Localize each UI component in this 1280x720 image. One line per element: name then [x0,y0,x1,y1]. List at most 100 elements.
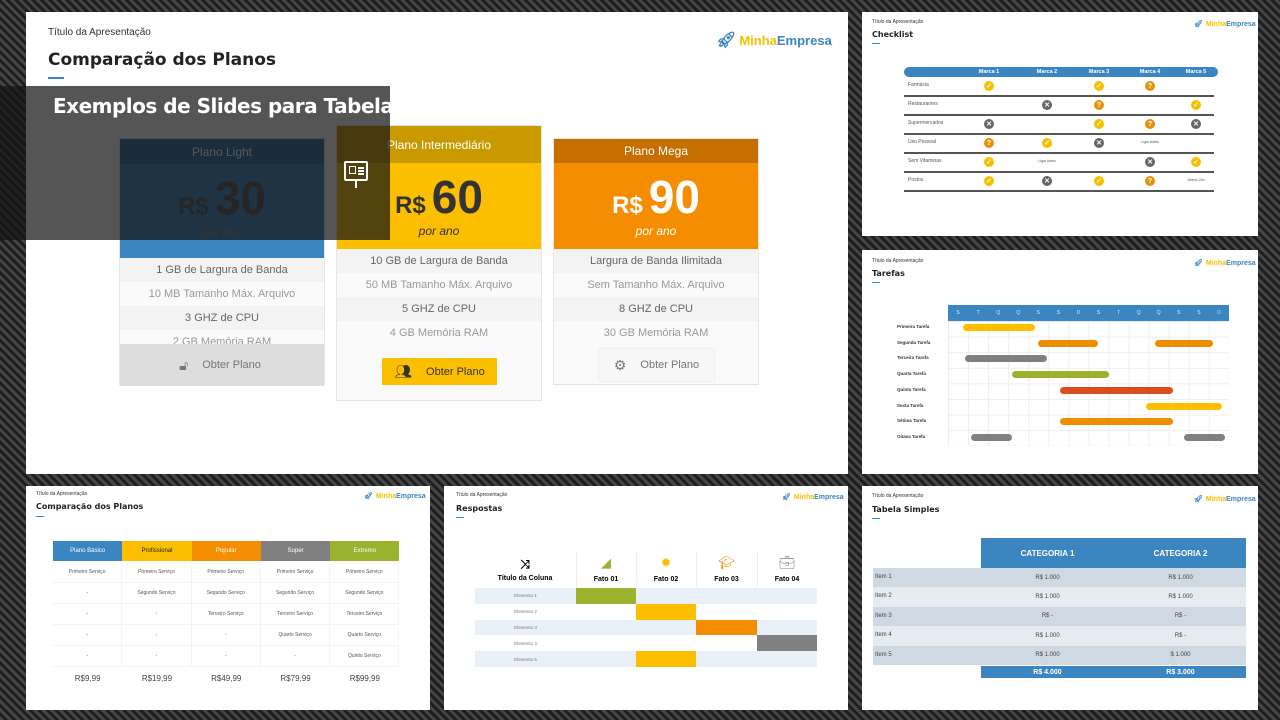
chart-icon: ◢ [601,555,611,570]
cell-note: Aberto 24h [1187,178,1205,182]
service-cell: Primeiro Serviço [260,562,331,583]
task-bar[interactable] [1060,418,1173,426]
slide-subtitle: Título da Apresentação [48,27,151,38]
cell-note: Ligar Antes [1141,140,1159,144]
logo-text-a: Minha [793,493,815,501]
column-header: Marca 3 [1088,69,1110,75]
totals-row [981,666,1246,678]
unlock-icon: 🔓︎ [179,356,189,373]
plan-feature: 10 MB Tamanho Máx. Arquivo [148,288,296,300]
check-icon: ✓ [1094,119,1104,129]
task-bar[interactable] [1060,386,1173,394]
task-bar[interactable] [963,324,1036,331]
task-bar[interactable] [1038,339,1098,347]
briefcase-icon: 💼︎ [778,555,796,570]
task-label: Quinta Tarefa [897,386,926,392]
task-bar[interactable] [971,433,1013,441]
plan-feature: 5 GHZ de CPU [337,297,541,321]
shuffle-icon: ⤨ [520,556,530,571]
get-plan-button[interactable]: ⚙ Obter Plano [599,349,714,381]
item-label: Item 4 [875,632,892,639]
slide-tabela-simples[interactable]: Título da Apresentação Tabela Simples 🚀︎… [862,486,1258,710]
task-label: Terceira Tarefa [897,355,929,361]
plan-column-header: Super [260,541,331,561]
element-label: Elemento 2 [514,609,537,615]
day-header: Q [996,310,1001,316]
price-period: por ano [635,224,677,238]
plan-name: Plano Mega [554,139,758,163]
table-row [873,568,1246,588]
plan-card: Plano Mega R$ 90 por ano Largura de Banda Il… [553,138,759,385]
slide-respostas[interactable]: Título da Apresentação Respostas 🚀︎ Minha… [444,486,848,710]
slide-subtitle: Título da Apresentação [872,19,924,25]
slide-main[interactable]: Título da Apresentação Comparação dos Pl… [26,12,848,474]
x-icon: ✕ [984,119,994,129]
value-cell: R$ 1.000 [1035,574,1060,581]
row-divider [904,114,1214,116]
title-underline [872,43,880,44]
x-icon: ✕ [1191,119,1201,129]
get-plan-button[interactable]: 🔓︎ Obter Plano [160,350,280,380]
item-label: Item 2 [875,593,892,600]
service-cell: Terceiro Serviço [260,604,331,625]
plan-price: R$ 90 por ano [554,163,758,249]
task-label: Sétima Tarefa [897,418,927,424]
price-amount: R$ 60 [395,174,483,220]
task-bar[interactable] [1145,402,1222,410]
logo-text-b: Empresa [396,492,426,500]
service-cell: Terceiro Serviço [330,604,400,625]
task-label: Primeira Tarefa [897,324,930,329]
slide-checklist[interactable]: Título da Apresentação Checklist 🚀︎ Minha… [862,12,1258,236]
task-bar[interactable] [1154,339,1213,347]
plan-feature: 50 MB Tamanho Máx. Arquivo [365,279,513,291]
task-label: Segunda Tarefa [897,339,931,345]
rocket-icon: 🚀︎ [716,32,737,49]
logo-text-b: Empresa [776,32,832,48]
plan-feature: 8 GHZ de CPU [554,297,758,321]
slide-tarefas[interactable]: Título da Apresentação Tarefas 🚀︎ Minha Em… [862,250,1258,474]
logo: 🚀︎ Minha Empresa [1194,495,1256,504]
task-bar[interactable] [1012,371,1109,379]
row-label: Postos [908,177,924,183]
x-icon: ✕ [1094,138,1104,148]
users-icon: 👥︎ [394,363,413,379]
task-bar[interactable] [1183,433,1225,441]
slide-title: Tarefas [872,269,905,278]
fact-cell-active [636,651,696,667]
slide-title: Respostas [456,504,503,513]
title-underline [456,517,464,518]
check-icon: ✓ [1042,138,1052,148]
accent-bar [120,250,324,258]
column-divider [757,552,758,588]
row-divider [904,152,1214,154]
plan-feature: 1 GB de Largura de Banda [120,258,324,282]
task-label: Sexta Tarefa [897,402,924,408]
logo-text-b: Empresa [1226,20,1256,28]
row-divider [904,190,1214,192]
slide-subtitle: Título da Apresentação [456,492,508,498]
service-cell: Primeiro Serviço [53,562,123,583]
plan-feature: Sem Tamanho Máx. Arquivo [587,279,725,291]
service-cell: - [122,646,192,667]
item-label: Item 3 [875,612,892,619]
element-label: Elemento 4 [514,640,537,646]
get-plan-button[interactable]: 👥︎ Obter Plano [382,358,497,385]
plan-price: R$99,99 [349,673,380,683]
check-icon: ✓ [1191,100,1201,110]
element-label: Elemento 1 [514,593,537,599]
x-icon: ✕ [1042,100,1052,110]
button-label: Obter Plano [202,359,261,371]
slide-planos-tabela[interactable]: Título da Apresentação Comparação dos Pl… [26,486,430,710]
slide-title: Tabela Simples [872,505,940,514]
column-title: Título da Coluna [497,574,553,582]
service-cell: - [260,646,331,667]
price-value: 60 [431,171,483,223]
row-band [475,635,817,652]
service-cell: - [53,646,123,667]
plan-column-header: Extremo [330,541,400,561]
question-icon: ? [984,138,994,148]
value-cell: R$ 1.000 [1168,594,1193,601]
rocket-icon: 🚀︎ [1194,260,1203,267]
task-bar[interactable] [965,355,1048,363]
item-label: Item 5 [875,651,892,658]
